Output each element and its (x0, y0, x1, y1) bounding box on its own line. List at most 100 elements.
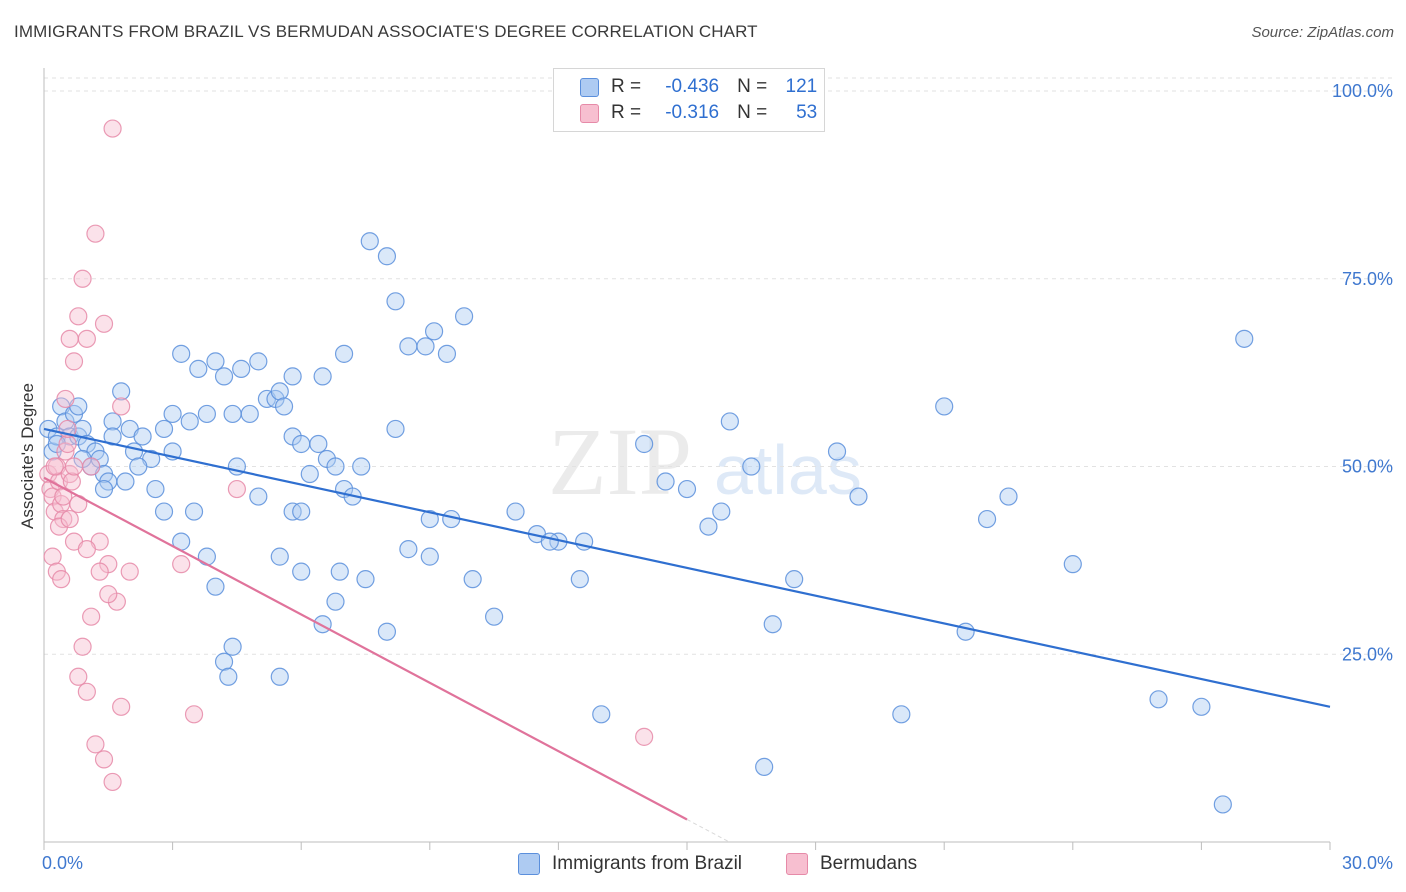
data-point (330, 562, 349, 581)
data-point (326, 592, 345, 611)
data-point (64, 352, 84, 371)
data-point (386, 419, 405, 439)
data-point (60, 329, 79, 348)
data-point (73, 637, 92, 656)
watermark-zip: ZIP (548, 408, 692, 515)
watermark: ZIP atlas (548, 408, 862, 515)
data-point (77, 329, 96, 348)
data-point (300, 464, 319, 484)
data-point (785, 570, 804, 589)
data-point (420, 547, 439, 566)
data-point (90, 562, 109, 581)
data-point (82, 457, 101, 476)
data-point (935, 397, 954, 416)
data-point (184, 502, 204, 521)
data-point (377, 247, 397, 266)
data-point (86, 224, 105, 243)
data-point (437, 344, 457, 363)
data-point (112, 397, 131, 416)
data-point (270, 667, 289, 686)
data-point (506, 502, 525, 521)
data-point (69, 307, 88, 326)
y-tick-label: 50.0% (1342, 457, 1393, 477)
bottom-legend-brazil: Immigrants from Brazil (518, 850, 742, 878)
data-point (240, 404, 259, 424)
y-tick-label: 75.0% (1342, 269, 1393, 289)
data-point (454, 307, 474, 326)
series-bermudans (39, 119, 654, 792)
data-point (977, 509, 997, 529)
data-point (270, 382, 289, 401)
data-point (112, 382, 131, 401)
data-point (163, 404, 182, 424)
data-point (292, 434, 311, 454)
data-points (39, 119, 1254, 814)
data-point (274, 397, 294, 416)
trend-lines (43, 427, 1331, 843)
data-point (206, 352, 225, 371)
legend-r-label: R = (611, 102, 642, 123)
data-point (635, 727, 654, 746)
data-point (124, 442, 144, 461)
data-point (94, 479, 114, 499)
data-point (249, 352, 268, 371)
data-point (334, 344, 354, 363)
data-point (219, 667, 238, 686)
data-point (73, 269, 92, 288)
data-point (223, 637, 242, 656)
bottom-legend-swatch-brazil (518, 853, 540, 875)
data-point (232, 359, 251, 378)
data-point (1063, 555, 1082, 574)
y-axis-label: Associate's Degree (18, 383, 37, 529)
data-point (656, 472, 675, 491)
data-point (420, 509, 439, 529)
trend-line-brazil (43, 427, 1331, 708)
data-point (399, 337, 418, 356)
data-point (103, 427, 122, 446)
series-brazil (39, 232, 1254, 814)
legend-n-value: 121 (785, 76, 818, 97)
data-point (197, 547, 216, 566)
data-point (49, 517, 69, 536)
data-point (223, 404, 242, 424)
data-point (540, 532, 559, 551)
data-point (892, 705, 911, 724)
data-point (1149, 690, 1168, 709)
data-point (133, 427, 152, 446)
data-point (60, 509, 79, 529)
legend-row-brazil: R = -0.436 N = 121 (580, 74, 817, 100)
data-point (197, 404, 216, 424)
bottom-legend-bermudans: Bermudans (786, 850, 917, 878)
data-point (43, 547, 62, 566)
data-point (77, 540, 96, 559)
legend-swatch-brazil (580, 77, 599, 97)
data-point (99, 585, 118, 604)
data-point (52, 570, 71, 589)
data-point (94, 750, 114, 769)
legend-r-value: -0.316 (665, 102, 720, 123)
legend-r-value: -0.436 (665, 76, 720, 97)
trend-line-bermudans (43, 476, 688, 821)
legend-n-value: 53 (796, 102, 818, 123)
data-point (356, 570, 375, 589)
data-point (172, 555, 191, 574)
axes (43, 68, 1331, 850)
data-point (763, 615, 782, 634)
data-point (129, 457, 148, 476)
legend-swatch-bermudans (580, 103, 599, 123)
stats-legend: R = -0.436 N = 121 R = -0.316 N = 53 (553, 68, 825, 132)
data-point (116, 472, 135, 491)
data-point (56, 389, 75, 409)
data-point (283, 367, 302, 386)
data-point (677, 479, 697, 499)
data-point (56, 442, 75, 461)
data-point (635, 434, 654, 454)
data-point (326, 457, 345, 476)
data-point (416, 337, 435, 356)
data-point (154, 419, 174, 439)
data-point (184, 705, 204, 724)
data-point (570, 570, 589, 589)
data-point (172, 344, 191, 363)
data-point (485, 607, 504, 626)
chart-source: Source: ZipAtlas.com (1251, 24, 1394, 41)
